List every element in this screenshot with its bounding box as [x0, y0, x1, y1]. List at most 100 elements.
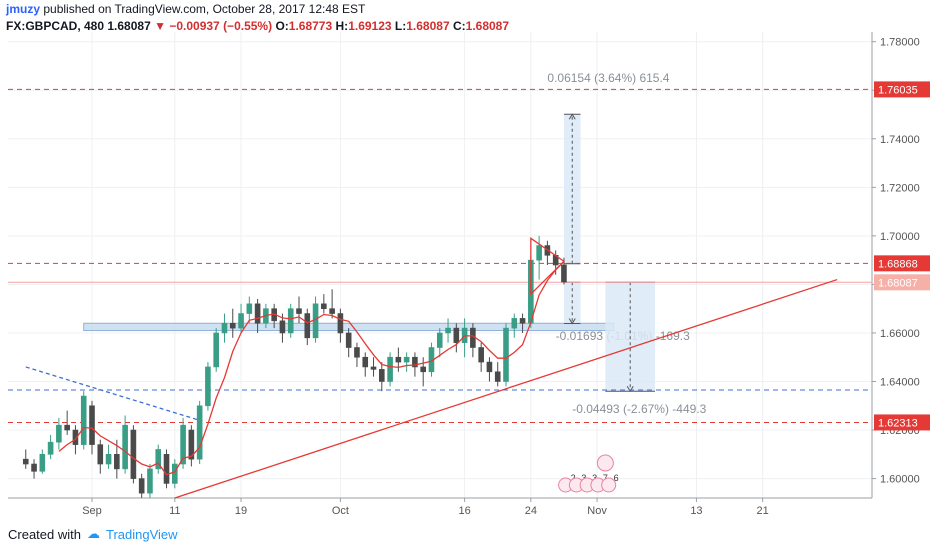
resistance-upper-tag-label: 1.76035 [878, 84, 918, 96]
candle-body [420, 366, 427, 373]
measure-small-arrow-head [568, 318, 576, 325]
moving-average-line [58, 261, 565, 476]
candle-body [155, 449, 162, 470]
price-tick-label: 1.78000 [880, 37, 920, 49]
candle-body [279, 320, 286, 334]
candle-body [105, 454, 112, 465]
triangle-pattern [530, 237, 565, 296]
open-label: O: [275, 19, 289, 33]
candle-body [72, 429, 79, 445]
price-tick-label: 1.70000 [880, 231, 920, 243]
candle-body [345, 332, 352, 348]
time-tick-label: 21 [757, 505, 769, 517]
grid [8, 32, 872, 498]
candle-body [296, 308, 302, 314]
candle-body [64, 424, 70, 431]
support-lower-tag-label: 1.62313 [878, 417, 918, 429]
tradingview-cloud-icon: ☁ [86, 526, 100, 541]
publish-line: jmuzy published on TradingView.com, Octo… [6, 2, 365, 16]
last-price: 1.68087 [107, 19, 151, 33]
candle-body [329, 308, 335, 314]
candle-body [304, 313, 311, 339]
candle-body [486, 361, 493, 373]
candle-body [31, 463, 37, 472]
price-change: −0.00937 (−0.55%) [169, 19, 273, 33]
candle-body [172, 463, 178, 484]
candle-body [387, 356, 393, 382]
candle-body [536, 245, 542, 261]
tradingview-brand[interactable]: TradingView [105, 526, 178, 542]
event-count-label: 2 [571, 473, 576, 483]
candle-body [287, 308, 294, 334]
candle-body [561, 264, 567, 283]
candle-body [254, 303, 261, 324]
candle-body [362, 356, 369, 368]
time-tick-label: Sep [82, 505, 102, 517]
candle-body [80, 395, 87, 445]
author-name[interactable]: jmuzy [6, 2, 41, 16]
candle-body [122, 424, 128, 470]
created-with-text: Created with [8, 526, 81, 542]
event-count-label: 3 [592, 473, 597, 483]
candle-body [321, 303, 327, 309]
candle-body [196, 405, 203, 460]
event-flag-icon [596, 454, 614, 472]
candle-body [445, 327, 451, 334]
candle-body [238, 313, 244, 329]
candle-body [403, 356, 410, 363]
candle-body [395, 356, 402, 363]
candle-body [246, 303, 253, 314]
candle-body [147, 468, 153, 494]
candle-body [354, 347, 360, 358]
candle-body [188, 429, 195, 460]
down-arrow-icon: ▼ [154, 19, 166, 33]
candle-body [511, 318, 518, 329]
measure-down-label: -0.04493 (-2.67%) -449.3 [572, 402, 706, 416]
resistance-mid-tag [874, 255, 930, 272]
price-tick-label: 1.60000 [880, 474, 920, 486]
candle-body [519, 318, 526, 324]
rising-trendline [174, 278, 838, 499]
time-tick-label: Nov [587, 505, 607, 517]
candle-body [89, 405, 95, 445]
time-tick-label: 13 [690, 505, 702, 517]
price-tick-label: 1.74000 [880, 134, 920, 146]
time-tick-label: 16 [458, 505, 470, 517]
candle-body [180, 424, 186, 465]
ohlc-line: FX:GBPCAD, 480 1.68087 ▼ −0.00937 (−0.55… [6, 19, 509, 33]
candle-body [130, 429, 137, 479]
high-label: H: [335, 19, 349, 33]
candle-body [337, 313, 344, 334]
candle-body [114, 454, 120, 470]
descending-trendline [25, 366, 200, 421]
event-count-label: 3 [581, 473, 586, 483]
candle-body [503, 327, 509, 382]
low-label: L: [394, 19, 407, 33]
open-value: 1.68773 [288, 19, 333, 33]
price-tick-label: 1.66000 [880, 328, 920, 340]
last-price-tag-label: 1.68087 [878, 277, 918, 289]
candle-body [494, 371, 501, 382]
event-count-label: 6 [614, 473, 619, 483]
candle-body [412, 356, 418, 368]
symbol-label[interactable]: FX:GBPCAD, 480 [6, 19, 105, 33]
candle-body [97, 444, 104, 465]
candle-body [163, 454, 170, 484]
measure-up-arrow-head [568, 113, 576, 120]
time-tick-label: 24 [525, 505, 537, 517]
candle-body [221, 322, 228, 334]
candle-body [39, 454, 46, 472]
candle-body [22, 458, 29, 465]
candle-body [56, 424, 62, 443]
candle-body [138, 478, 145, 494]
measure-down-arrow-head [626, 385, 634, 393]
last-price-tag [874, 274, 930, 291]
candle-body [229, 322, 236, 329]
time-tick-label: 11 [169, 505, 180, 517]
candle-body [478, 347, 484, 363]
event-flag-icon [601, 477, 617, 493]
measure-up-label: 0.06154 (3.64%) 615.4 [547, 71, 669, 85]
candle-body [378, 369, 385, 382]
time-tick-label: Oct [332, 505, 349, 517]
